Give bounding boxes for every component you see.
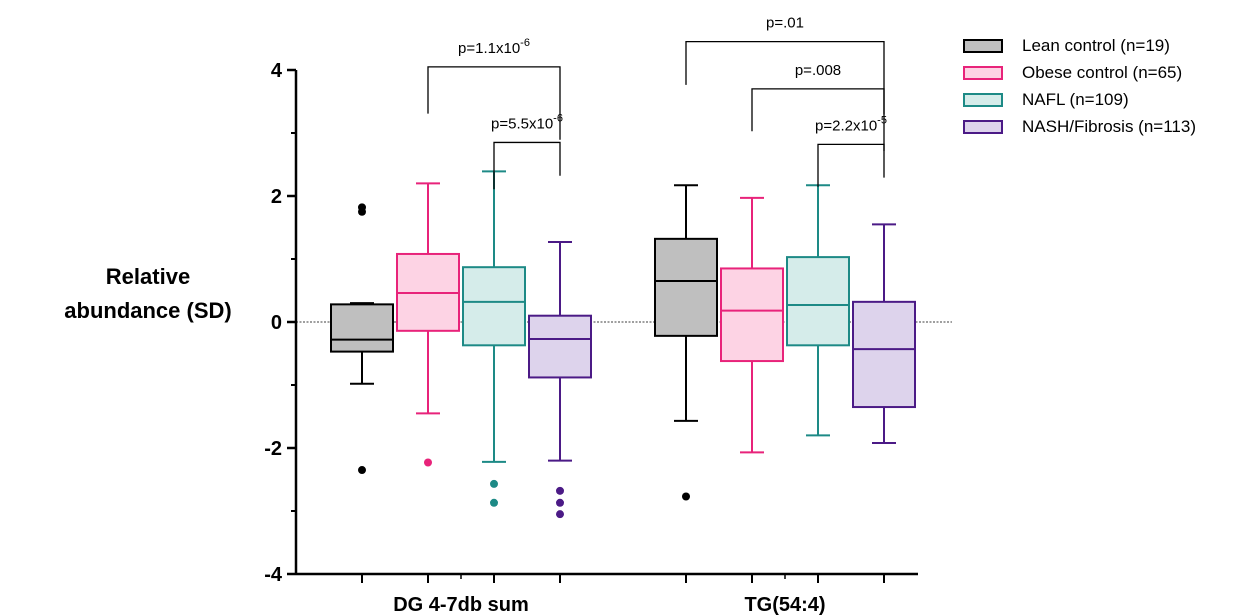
legend: Lean control (n=19) Obese control (n=65) N…	[963, 36, 1196, 136]
box-group	[462, 170, 526, 507]
y-tick-label: 0	[271, 312, 282, 334]
bracket-line	[817, 143, 885, 187]
x-category-label: TG(54:4)	[744, 594, 825, 615]
box	[720, 267, 784, 363]
box	[528, 314, 592, 379]
box	[654, 237, 718, 337]
legend-swatch	[963, 120, 1003, 134]
p-value-label: p=2.2x10-5	[815, 114, 887, 134]
y-tick-label: -4	[264, 564, 283, 586]
significance-bracket: p=5.5x10-6	[491, 112, 563, 190]
box-group	[852, 223, 916, 444]
legend-swatch	[963, 93, 1003, 107]
legend-item: NAFL (n=109)	[963, 90, 1129, 109]
outlier-point	[556, 510, 564, 519]
legend-label: Obese control (n=65)	[1022, 63, 1182, 82]
bracket-line	[751, 88, 885, 151]
significance-bracket: p=.01	[685, 15, 885, 115]
significance-bracket: p=2.2x10-5	[815, 114, 887, 187]
outlier-point	[424, 458, 432, 467]
p-value-label: p=.008	[795, 62, 841, 79]
outlier-point	[358, 466, 366, 475]
box-series	[330, 170, 916, 519]
y-axis-label-line-2: abundance (SD)	[64, 298, 231, 323]
box	[462, 266, 526, 347]
p-value-exponent: -6	[520, 37, 530, 49]
bracket-line	[493, 141, 561, 190]
p-value-label: p=5.5x10-6	[491, 112, 563, 132]
p-value-exponent: -6	[553, 112, 563, 124]
box-group	[396, 182, 460, 467]
significance-bracket: p=.008	[751, 62, 885, 151]
x-category-label: DG 4-7db sum	[393, 594, 529, 615]
box-group	[330, 203, 394, 475]
box	[852, 300, 916, 409]
bracket-line	[427, 66, 561, 140]
outlier-point	[682, 492, 690, 501]
box-group	[786, 184, 850, 437]
legend-label: NAFL (n=109)	[1022, 90, 1129, 109]
legend-item: Obese control (n=65)	[963, 63, 1182, 82]
outlier-point	[490, 498, 498, 507]
outlier-point	[556, 498, 564, 507]
legend-item: NASH/Fibrosis (n=113)	[963, 117, 1196, 136]
legend-label: Lean control (n=19)	[1022, 36, 1170, 55]
box-group	[720, 196, 784, 454]
bracket-line	[685, 41, 885, 115]
p-value-label: p=.01	[766, 15, 804, 32]
legend-swatch	[963, 39, 1003, 53]
p-value-label: p=1.1x10-6	[458, 37, 530, 57]
box-group	[654, 184, 718, 501]
legend-swatch	[963, 66, 1003, 80]
y-tick-label: 4	[271, 60, 283, 82]
outlier-point	[556, 486, 564, 495]
significance-brackets: p=1.1x10-6 p=5.5x10-6 p=.01 p=.008 p=2.2x10-…	[427, 15, 887, 190]
legend-label: NASH/Fibrosis (n=113)	[1022, 117, 1196, 136]
box	[786, 256, 850, 347]
outlier-point	[490, 479, 498, 488]
y-tick-label: -2	[264, 438, 282, 460]
legend-item: Lean control (n=19)	[963, 36, 1170, 55]
p-value-exponent: -5	[877, 114, 887, 126]
box-group	[528, 240, 592, 519]
y-axis-label-line-1: Relative	[106, 264, 190, 289]
outlier-point	[358, 207, 366, 216]
box	[330, 303, 394, 353]
significance-bracket: p=1.1x10-6	[427, 37, 561, 140]
y-tick-label: 2	[271, 186, 282, 208]
